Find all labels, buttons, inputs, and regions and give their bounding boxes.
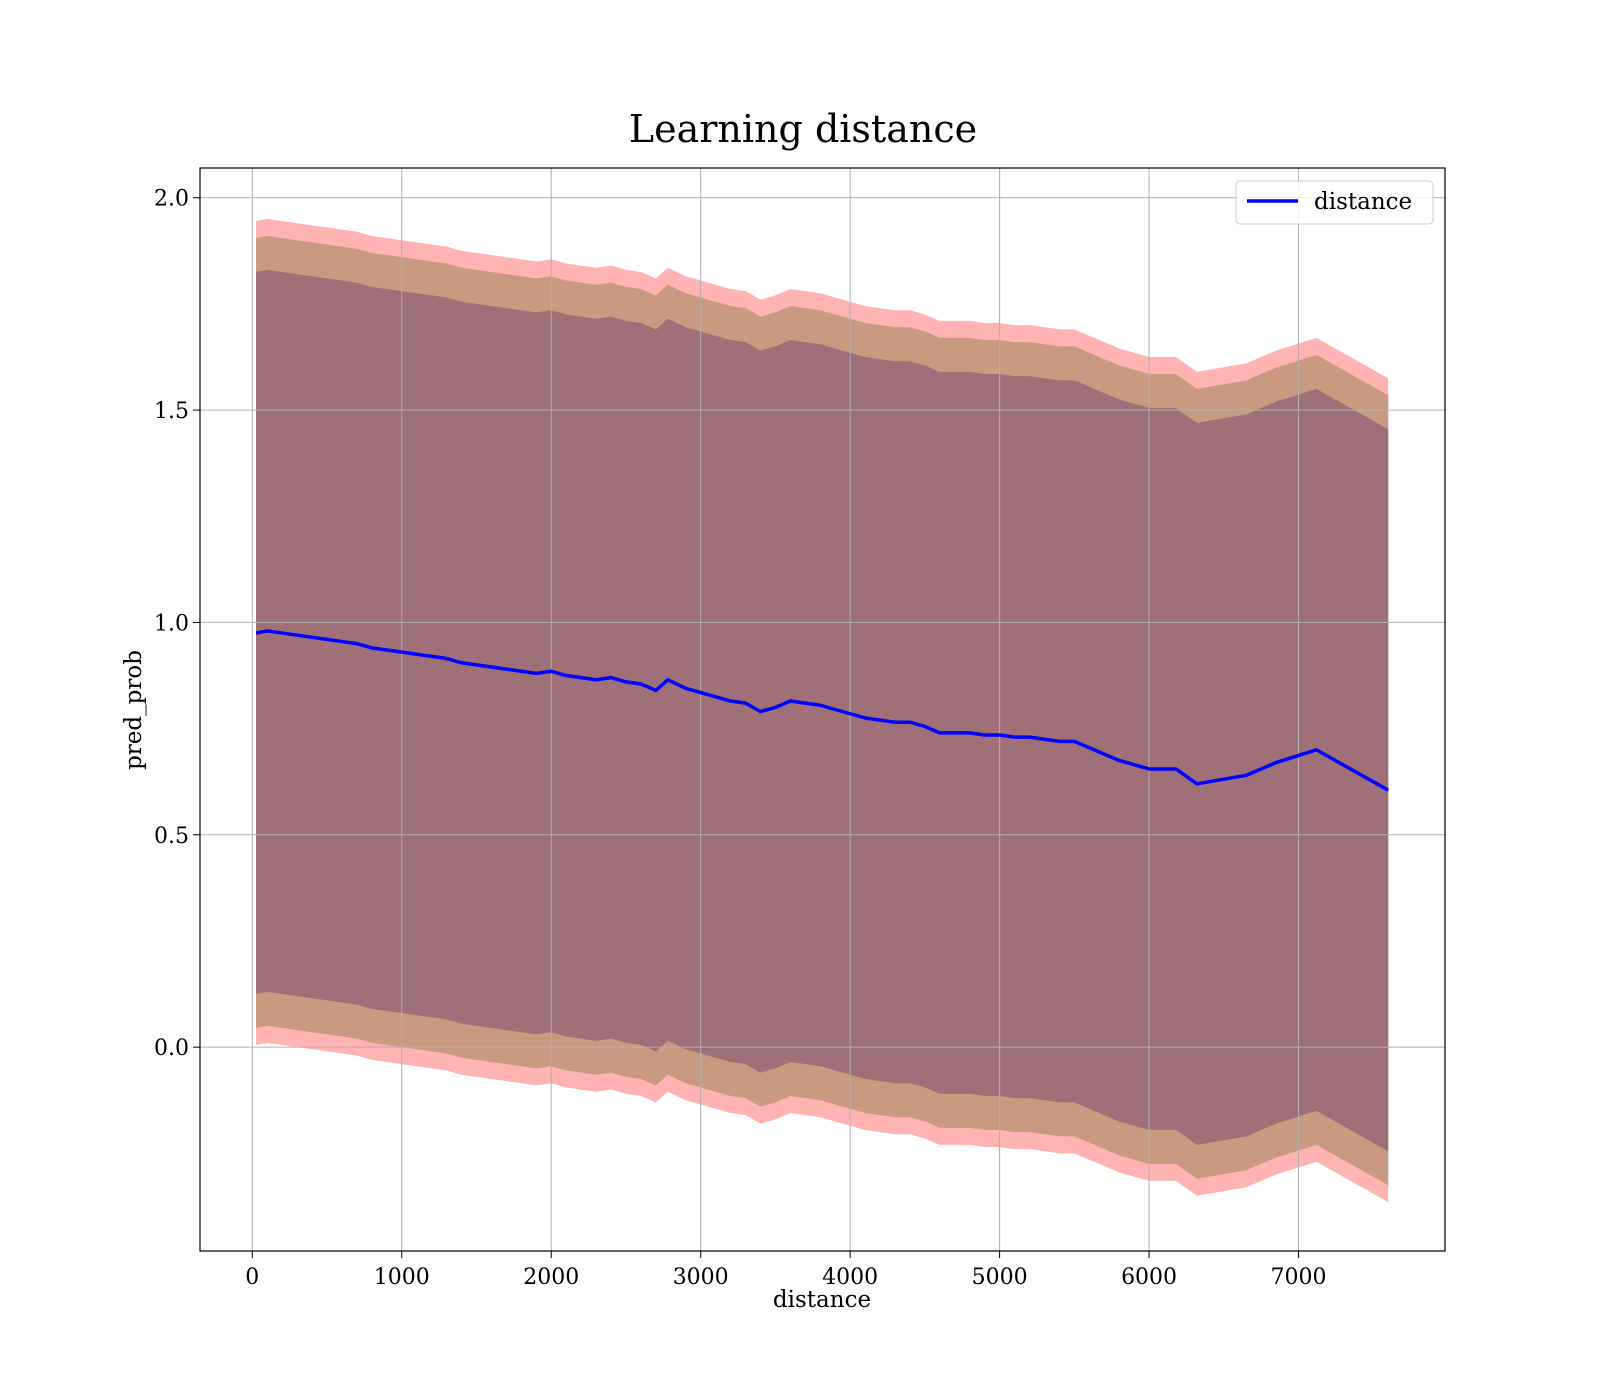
x-tick-label: 4000	[822, 1265, 878, 1290]
y-axis-label: pred_prob	[121, 650, 147, 770]
x-tick-label: 0	[245, 1265, 259, 1290]
legend-box	[1235, 180, 1434, 225]
x-tick-label: 2000	[523, 1265, 579, 1290]
x-axis-label: distance	[773, 1287, 871, 1313]
y-tick-label: 0.0	[154, 1036, 189, 1061]
x-tick-label: 3000	[673, 1265, 729, 1290]
series-layer	[255, 629, 1390, 792]
legend-entry-distance: distance	[1314, 189, 1412, 215]
y-tick-label: 1.0	[154, 611, 189, 636]
y-tick-label: 1.5	[154, 399, 189, 424]
chart-title: Learning distance	[629, 107, 977, 151]
legend: distance	[1235, 180, 1434, 225]
grid	[200, 168, 1445, 1251]
confidence-bands	[256, 218, 1389, 1203]
x-tick-label: 5000	[972, 1265, 1028, 1290]
y-tick-label: 0.5	[154, 824, 189, 849]
band-inner	[256, 269, 1389, 1152]
y-axis: 0.0 0.5 1.0 1.5 2.0	[154, 187, 200, 1061]
x-tick-label: 7000	[1271, 1265, 1327, 1290]
x-axis: 0 1000 2000 3000 4000 5000 6000 7000	[245, 1251, 1327, 1290]
x-tick-label: 1000	[374, 1265, 430, 1290]
plot-frame	[199, 167, 1446, 1252]
series-line-distance	[255, 629, 1390, 792]
y-tick-label: 2.0	[154, 187, 189, 212]
x-tick-label: 6000	[1121, 1265, 1177, 1290]
